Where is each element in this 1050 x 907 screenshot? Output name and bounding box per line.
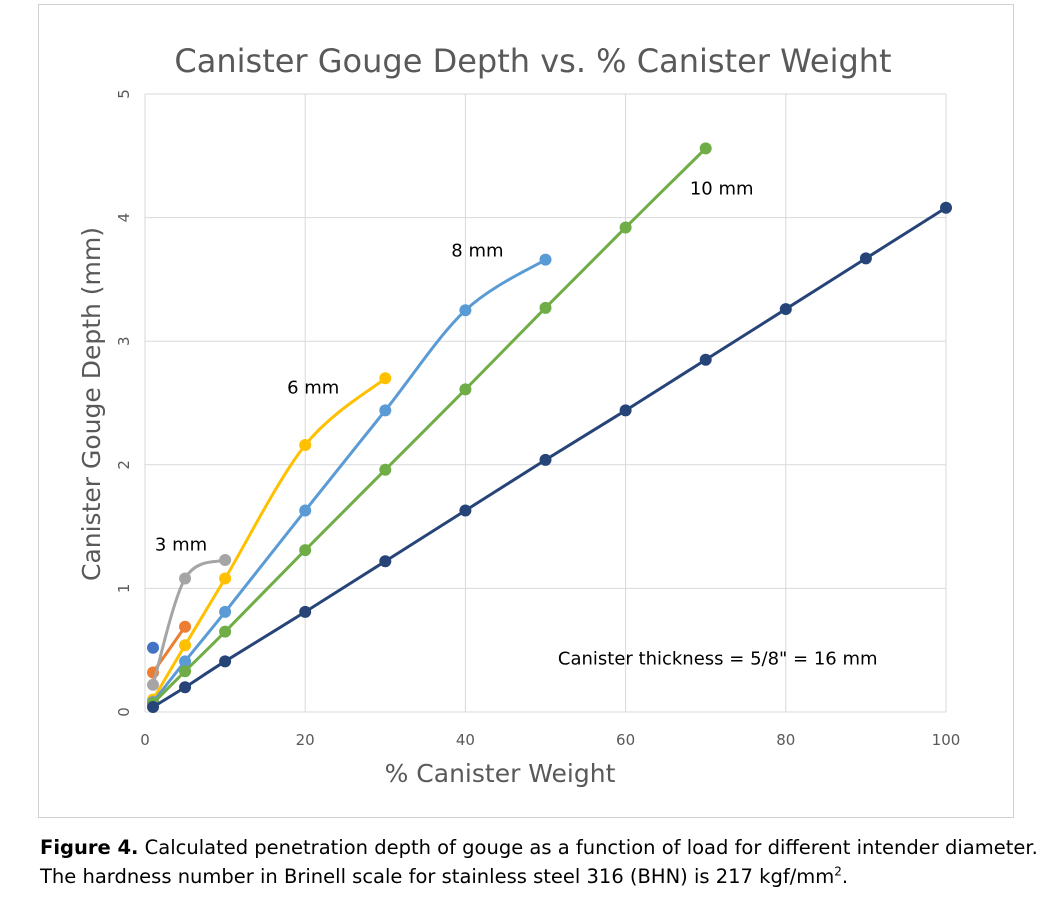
data-point xyxy=(379,404,392,417)
y-tick-label: 5 xyxy=(115,89,133,99)
annotations: 3 mm 6 mm 8 mm 10 mm Canister thickness = 5/… xyxy=(155,179,878,670)
data-point xyxy=(299,605,312,618)
series-layer xyxy=(147,142,952,714)
figure-caption: Figure 4. Calculated penetration depth o… xyxy=(40,833,1040,891)
data-point xyxy=(299,504,312,517)
y-tick-label: 2 xyxy=(115,460,133,470)
tick-labels: 0 20 40 60 80 100 0 1 2 3 4 5 xyxy=(115,89,960,749)
data-point xyxy=(299,439,312,452)
data-point xyxy=(219,605,232,618)
series-line xyxy=(151,377,387,701)
series-5 xyxy=(147,253,552,709)
data-point xyxy=(379,555,392,568)
data-point xyxy=(219,572,232,585)
data-point xyxy=(459,383,472,396)
chart-title: Canister Gouge Depth vs. % Canister Weig… xyxy=(174,42,891,80)
data-point xyxy=(219,625,232,638)
series-7 xyxy=(147,201,952,714)
data-point xyxy=(539,453,552,466)
caption-end: . xyxy=(841,865,849,888)
x-tick-label: 60 xyxy=(616,731,635,749)
data-point xyxy=(459,504,472,517)
x-tick-label: 0 xyxy=(140,731,150,749)
data-point xyxy=(619,221,632,234)
data-point xyxy=(539,301,552,314)
series-label: 10 mm xyxy=(690,179,754,200)
series-line xyxy=(151,258,547,704)
data-point xyxy=(619,404,632,417)
data-point xyxy=(459,304,472,317)
data-point xyxy=(940,201,952,214)
series-line xyxy=(151,147,707,705)
series-3 xyxy=(147,553,232,691)
data-point xyxy=(179,665,192,678)
thickness-annotation: Canister thickness = 5/8" = 16 mm xyxy=(558,648,878,669)
y-axis-label: Canister Gouge Depth (mm) xyxy=(77,227,106,581)
series-label: 6 mm xyxy=(287,378,339,399)
x-tick-label: 80 xyxy=(776,731,795,749)
y-tick-label: 4 xyxy=(115,213,133,223)
y-tick-label: 3 xyxy=(115,336,133,346)
data-point xyxy=(379,372,392,385)
data-point xyxy=(147,641,160,654)
data-point xyxy=(147,701,160,714)
data-point xyxy=(299,544,312,557)
gridlines xyxy=(144,93,947,713)
caption-text: Calculated penetration depth of gouge as… xyxy=(40,836,1038,888)
series-6 xyxy=(147,142,712,710)
data-point xyxy=(219,655,232,668)
x-tick-label: 20 xyxy=(296,731,315,749)
data-point xyxy=(699,353,712,366)
data-point xyxy=(147,678,160,691)
data-point xyxy=(179,655,192,668)
series-label: 8 mm xyxy=(451,240,503,261)
data-point xyxy=(179,639,192,652)
x-tick-label: 100 xyxy=(932,731,961,749)
data-point xyxy=(539,253,552,266)
caption-label: Figure 4. xyxy=(40,836,139,859)
x-axis-label: % Canister Weight xyxy=(385,759,616,788)
data-point xyxy=(179,681,192,694)
series-label: 3 mm xyxy=(155,535,207,556)
x-tick-label: 40 xyxy=(456,731,475,749)
series-1 xyxy=(147,641,160,654)
data-point xyxy=(699,142,712,155)
caption-superscript: 2 xyxy=(834,864,842,879)
data-point xyxy=(179,620,192,633)
data-point xyxy=(779,303,792,316)
chart-svg: 0 20 40 60 80 100 0 1 2 3 4 5 3 mm 6 mm 8 mm 10 mm Cani… xyxy=(77,42,960,788)
data-point xyxy=(379,463,392,476)
y-tick-label: 0 xyxy=(115,707,133,717)
y-tick-label: 1 xyxy=(115,584,133,594)
data-point xyxy=(219,553,232,566)
data-point xyxy=(179,572,192,585)
data-point xyxy=(859,252,872,265)
chart-frame xyxy=(38,4,1014,818)
